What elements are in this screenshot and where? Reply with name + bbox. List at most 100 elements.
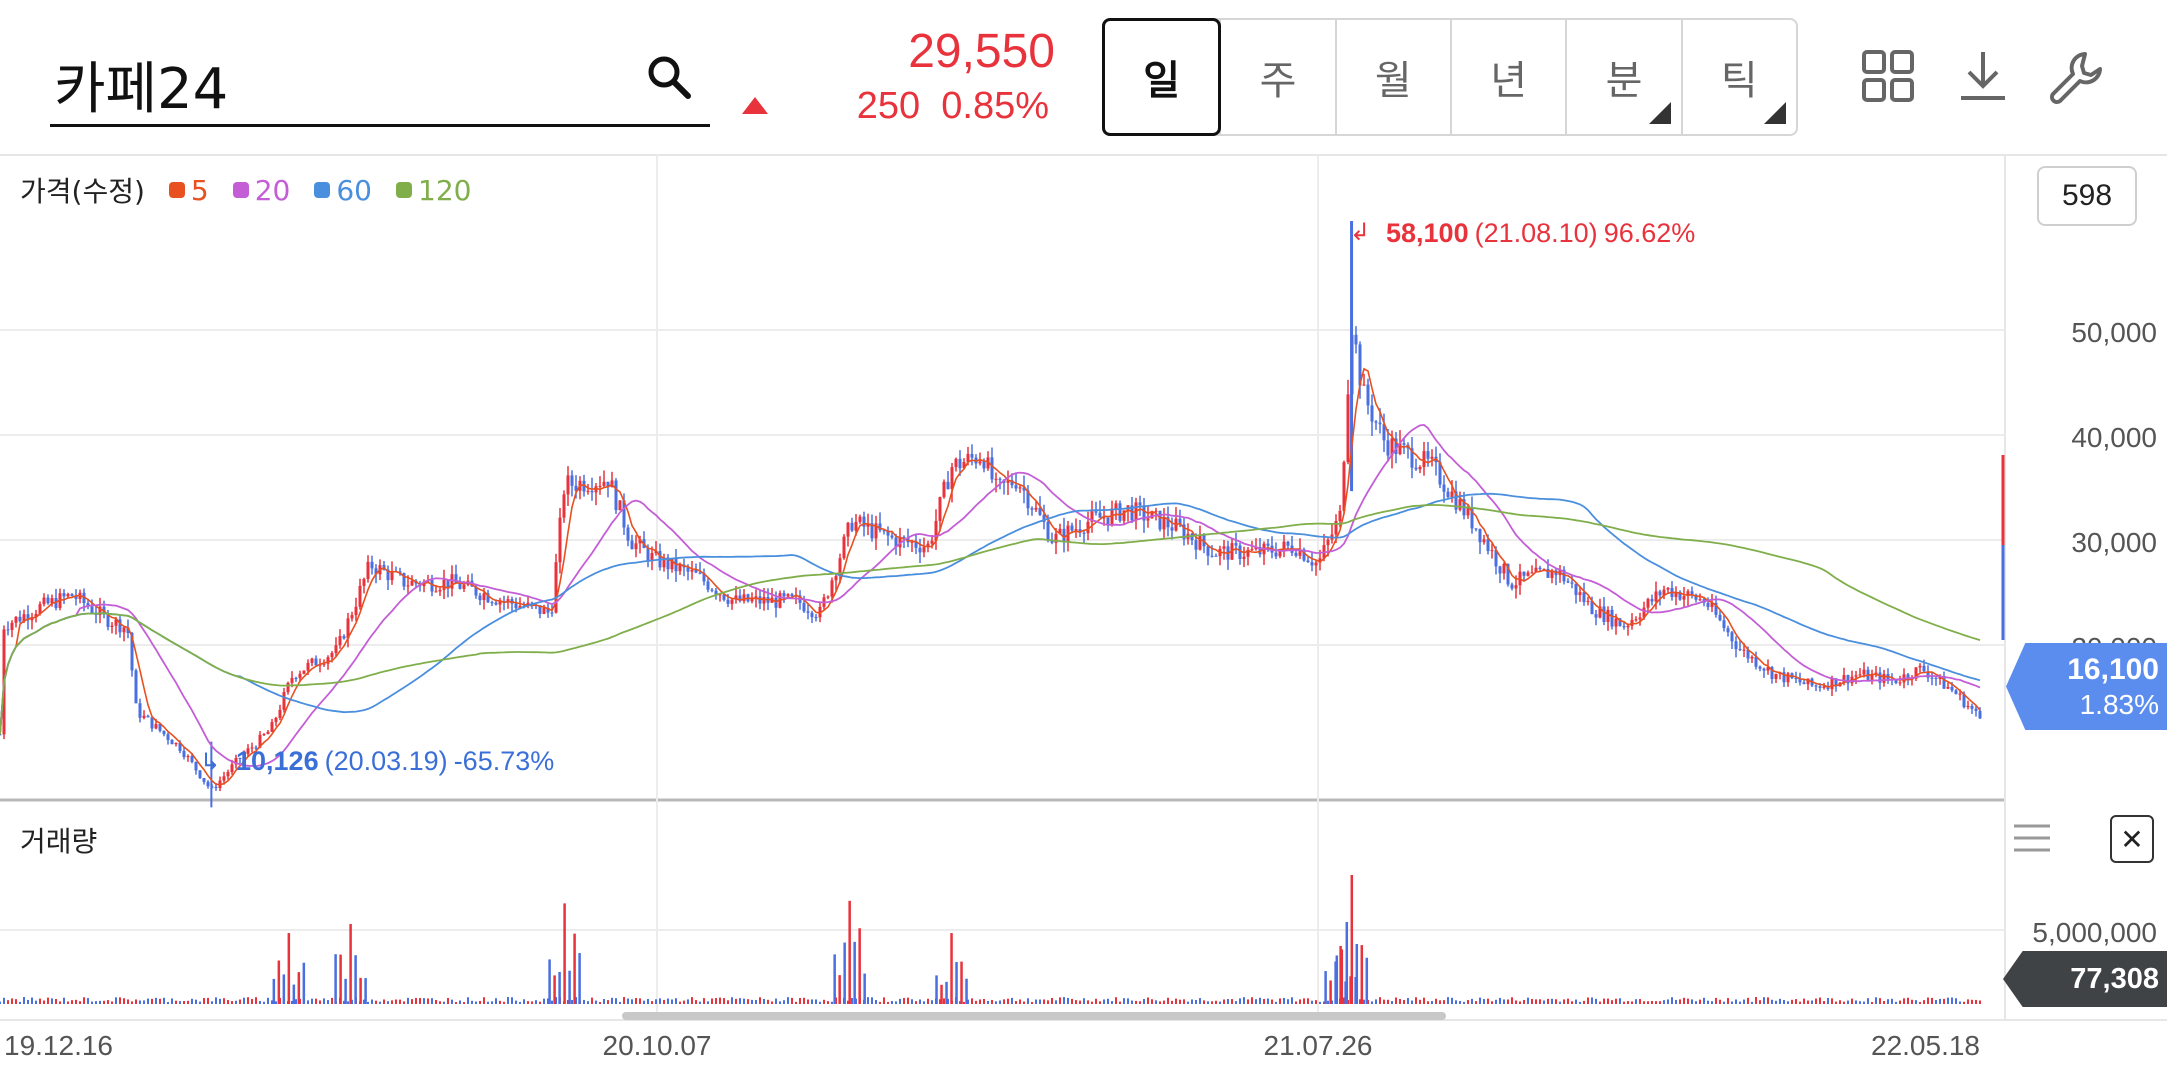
legend-ma20[interactable]: 20 [232,174,290,207]
volume-bar [687,999,689,1004]
candle-body [1314,562,1318,566]
volume-bar [1539,999,1541,1004]
candle-body [562,494,566,518]
period-tabs: 일 주 월 년 분 틱 [1102,18,1798,136]
tab-year[interactable]: 년 [1449,20,1565,134]
legend-ma5[interactable]: 5 [168,174,209,207]
volume-bar [1139,1001,1141,1004]
volume-bar [1467,1000,1469,1004]
candle-body [686,567,690,572]
volume-bar [1747,997,1749,1004]
volume-bar [39,998,41,1004]
search-input[interactable]: 카페24 [54,57,229,122]
volume-bar [451,999,453,1004]
volume-bar [503,1001,505,1004]
candle-body [1638,617,1642,620]
legend-ma60[interactable]: 60 [314,174,372,207]
candle-body [1782,672,1786,683]
volume-bar [479,1000,481,1004]
legend-label: 60 [336,173,372,207]
search-icon[interactable] [644,52,694,102]
tab-month[interactable]: 월 [1334,20,1450,134]
volume-bar [679,1001,681,1004]
candle-body [118,619,122,633]
volume-bar [1483,999,1485,1004]
volume-bar [147,998,149,1004]
candle-body [326,657,330,664]
volume-bar [219,998,221,1004]
candle-body [1094,511,1098,513]
candle-body [1878,672,1882,683]
candle-body [174,742,178,745]
candle-body [266,731,270,735]
volume-bar [1271,999,1273,1004]
candle-body [1846,675,1850,684]
stock-search-field[interactable]: 카페24 [50,30,710,127]
price-change: 250 0.85% [856,85,1049,127]
volume-bar [1579,1001,1581,1004]
candle-body [406,585,410,587]
volume-bar [391,1000,393,1004]
candle-body [1014,485,1018,489]
candle-body [886,530,890,536]
candle-body [1438,462,1442,485]
volume-bar [239,999,241,1004]
download-icon[interactable] [1955,48,2011,104]
candle-body [826,596,830,598]
candle-body [1626,625,1630,628]
volume-bar [334,954,337,1004]
candle-body [1346,394,1350,463]
tab-day[interactable]: 일 [1102,18,1222,136]
candle-body [1274,552,1278,557]
volume-bar [443,1001,445,1004]
volume-bar [1191,999,1193,1004]
tab-tick[interactable]: 틱 [1680,20,1796,134]
chart-scrollbar[interactable] [622,1012,1446,1020]
volume-bar [1067,997,1069,1004]
volume-bar [1723,1001,1725,1004]
wrench-icon[interactable] [2045,48,2105,108]
volume-bar [163,997,165,1004]
candle-body [846,522,850,537]
volume-bar [1359,999,1361,1004]
y-tick-30000: 30,000 [2071,527,2157,558]
volume-bar [919,999,921,1004]
volume-bar [1783,999,1785,1004]
volume-bar [63,997,65,1004]
candle-count-badge[interactable]: 598 [2037,166,2137,226]
volume-bar [227,1000,229,1004]
candle-body [170,740,174,745]
volume-bar [1371,1001,1373,1004]
volume-bar [743,998,745,1004]
candle-body [358,585,362,607]
candle-body [714,590,718,595]
candle-body [854,521,858,531]
close-volume-button[interactable]: ✕ [2110,815,2154,863]
candle-body [1610,609,1614,627]
legend-ma120[interactable]: 120 [396,174,471,207]
x-tick-3: 21.07.26 [1264,1030,1373,1061]
volume-bar [79,1001,81,1004]
candle-body [810,612,814,618]
candle-body [1470,507,1474,529]
volume-bar [965,978,968,1004]
volume-bar [558,971,561,1004]
volume-bar [1183,999,1185,1004]
candle-body [526,602,530,607]
candle-body [1478,528,1482,543]
volume-bar [1355,943,1359,1004]
candle-body [554,562,558,613]
volume-bar [1815,998,1817,1004]
volume-bar [595,1000,597,1004]
candle-body [638,539,642,544]
candle-body [834,576,838,581]
volume-bar [1887,999,1889,1004]
volume-bar [739,998,741,1004]
volume-bar [1767,997,1769,1004]
hamburger-menu-icon[interactable] [2012,822,2052,854]
grid-icon[interactable] [1860,48,1916,104]
candle-body [1362,384,1366,386]
tab-minute[interactable]: 분 [1565,20,1680,134]
candle-body [574,485,578,491]
